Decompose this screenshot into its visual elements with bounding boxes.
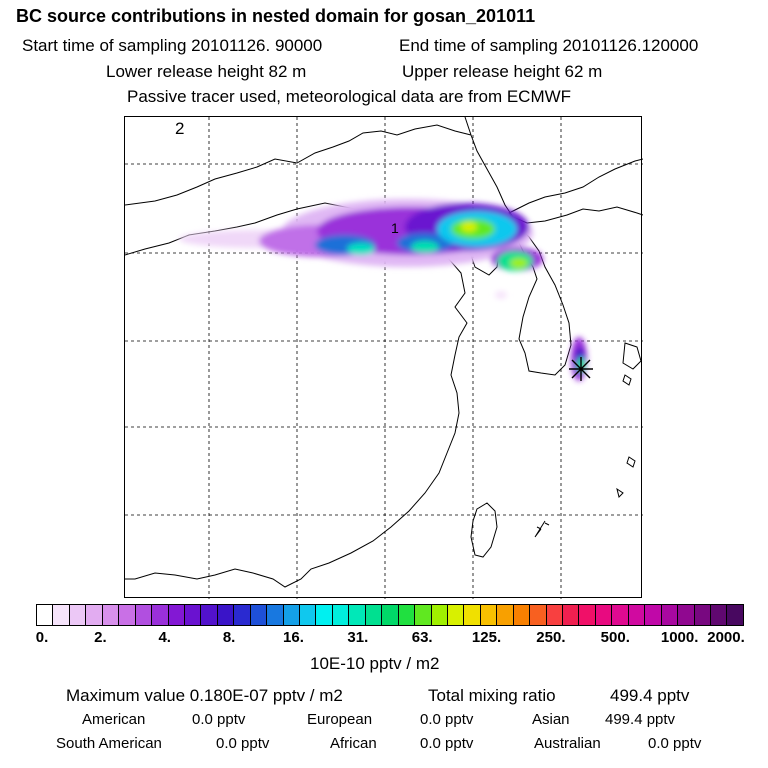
- region-name: African: [330, 735, 377, 752]
- region-name: American: [82, 711, 146, 728]
- region-name: Asian: [532, 711, 570, 728]
- colorbar-ticks: 0. 2. 4. 8. 16. 31. 63. 125. 250. 500. 1000. 2000.: [0, 629, 768, 649]
- region-name: Australian: [534, 735, 601, 752]
- chart-title: BC source contributions in nested domain…: [16, 6, 536, 26]
- colorbar-swatch: [201, 605, 218, 625]
- colorbar-tick-label: 2.: [94, 629, 107, 646]
- colorbar-swatch: [102, 605, 120, 625]
- region-value: 499.4 pptv: [605, 711, 676, 728]
- colorbar-swatch: [168, 605, 185, 625]
- region-name: South American: [56, 735, 162, 752]
- colorbar-tick-label: 1000.: [660, 629, 699, 646]
- map-plot-area: 2 1: [124, 116, 643, 599]
- start-time-label: Start time of sampling 20101126. 90000: [22, 36, 323, 55]
- map-coastlines: [125, 117, 643, 588]
- region-value: 0.0 pptv: [648, 735, 702, 752]
- colorbar-swatch: [546, 605, 563, 625]
- colorbar-tick-label: 8.: [222, 629, 236, 646]
- colorbar-tick-label: 2000.: [707, 629, 745, 646]
- colorbar-swatch: [349, 605, 366, 625]
- colorbar-swatch: [250, 605, 268, 625]
- concentration-field: [179, 199, 587, 381]
- colorbar-swatch: [628, 605, 646, 625]
- region-value: 0.0 pptv: [192, 711, 246, 728]
- colorbar-tick-label: 63.: [411, 629, 433, 646]
- colorbar-swatch: [694, 605, 711, 625]
- colorbar-tick-label: 500.: [600, 629, 630, 646]
- colorbar-units: 10E-10 pptv / m2: [310, 654, 440, 673]
- colorbar-swatch: [678, 605, 695, 625]
- colorbar-swatch: [316, 605, 333, 625]
- colorbar-tick-label: 0.: [35, 629, 49, 646]
- total-mixing-label: Total mixing ratio: [428, 686, 556, 705]
- colorbar-swatch: [382, 605, 399, 625]
- colorbar-swatch: [283, 605, 300, 625]
- region-value: 0.0 pptv: [216, 735, 270, 752]
- colorbar-swatch: [300, 605, 317, 625]
- colorbar-swatch: [497, 605, 514, 625]
- colorbar-swatch: [119, 605, 136, 625]
- colorbar: [36, 604, 744, 626]
- colorbar-swatch: [37, 605, 54, 625]
- colorbar-swatch: [710, 605, 728, 625]
- colorbar-swatch: [513, 605, 531, 625]
- colorbar-swatch: [217, 605, 235, 625]
- star-icon: [569, 357, 593, 381]
- colorbar-swatch: [53, 605, 70, 625]
- lower-release-label: Lower release height 82 m: [106, 62, 307, 81]
- colorbar-swatch: [645, 605, 662, 625]
- colorbar-swatch: [612, 605, 629, 625]
- colorbar-swatch: [563, 605, 580, 625]
- colorbar-tick-label: 4.: [158, 629, 171, 646]
- colorbar-swatch: [234, 605, 251, 625]
- colorbar-swatch: [415, 605, 432, 625]
- colorbar-swatch: [398, 605, 416, 625]
- tracer-note: Passive tracer used, meteorological data…: [127, 87, 572, 106]
- colorbar-swatch: [365, 605, 383, 625]
- colorbar-swatch: [86, 605, 103, 625]
- colorbar-swatch: [431, 605, 448, 625]
- colorbar-swatch: [464, 605, 481, 625]
- region-value: 0.0 pptv: [420, 711, 474, 728]
- colorbar-swatch: [267, 605, 284, 625]
- colorbar-swatch: [595, 605, 613, 625]
- region-name: European: [307, 711, 373, 728]
- colorbar-swatch: [579, 605, 596, 625]
- colorbar-swatch: [530, 605, 547, 625]
- upper-release-label: Upper release height 62 m: [402, 62, 603, 81]
- panel-label: 2: [175, 119, 184, 138]
- colorbar-swatch: [661, 605, 679, 625]
- colorbar-tick-label: 16.: [283, 629, 304, 646]
- end-time-label: End time of sampling 20101126.120000: [399, 36, 699, 55]
- region-value: 0.0 pptv: [420, 735, 474, 752]
- map-canvas: 2 1: [125, 117, 643, 599]
- colorbar-tick-label: 31.: [347, 629, 369, 646]
- colorbar-swatch: [184, 605, 202, 625]
- colorbar-swatch: [69, 605, 87, 625]
- map-gridlines: [125, 117, 643, 599]
- colorbar-swatch: [447, 605, 465, 625]
- colorbar-tick-label: 250.: [536, 629, 566, 646]
- max-value-label: Maximum value 0.180E-07 pptv / m2: [66, 686, 343, 705]
- colorbar-swatch: [332, 605, 350, 625]
- total-mixing-value: 499.4 pptv: [610, 686, 690, 705]
- colorbar-swatch: [135, 605, 153, 625]
- colorbar-swatch: [152, 605, 169, 625]
- point-label: 1: [391, 220, 399, 236]
- colorbar-tick-label: 125.: [471, 629, 502, 646]
- colorbar-swatch: [727, 605, 743, 625]
- colorbar-swatch: [480, 605, 498, 625]
